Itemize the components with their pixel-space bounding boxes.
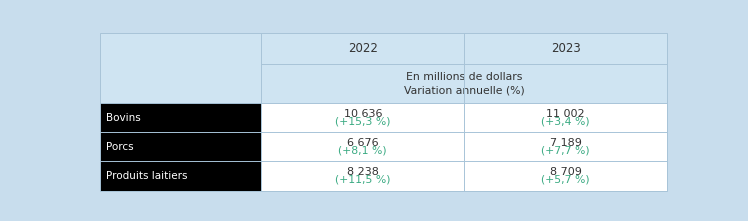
Bar [99, 33, 261, 64]
Text: Produits laitiers: Produits laitiers [106, 171, 188, 181]
Text: 10 636: 10 636 [343, 109, 382, 119]
Text: (+7,7 %): (+7,7 %) [542, 145, 590, 156]
Bar [465, 132, 667, 161]
Text: (+5,7 %): (+5,7 %) [542, 175, 590, 185]
Text: (+8,1 %): (+8,1 %) [339, 145, 387, 156]
Bar [261, 33, 465, 64]
Bar [261, 132, 465, 161]
Text: 6 676: 6 676 [347, 138, 378, 148]
Bar [465, 33, 667, 64]
Bar [99, 103, 261, 132]
Bar [99, 64, 667, 103]
Text: Bovins: Bovins [106, 112, 141, 122]
Text: Porcs: Porcs [106, 142, 134, 152]
Text: (+15,3 %): (+15,3 %) [335, 116, 390, 126]
Text: (+11,5 %): (+11,5 %) [335, 175, 390, 185]
Bar [99, 132, 261, 161]
Text: 8 709: 8 709 [550, 167, 581, 177]
Text: 2023: 2023 [551, 42, 580, 55]
Bar [465, 103, 667, 132]
Text: 8 238: 8 238 [347, 167, 378, 177]
Bar [99, 33, 667, 103]
Bar [261, 103, 465, 132]
Text: 2022: 2022 [348, 42, 378, 55]
Text: En millions de dollars
Variation annuelle (%): En millions de dollars Variation annuell… [404, 72, 524, 96]
Text: 7 189: 7 189 [550, 138, 581, 148]
Bar [99, 103, 667, 191]
Text: 11 002: 11 002 [546, 109, 585, 119]
Bar [99, 161, 261, 191]
Bar [261, 161, 465, 191]
Text: (+3,4 %): (+3,4 %) [542, 116, 590, 126]
Bar [465, 161, 667, 191]
